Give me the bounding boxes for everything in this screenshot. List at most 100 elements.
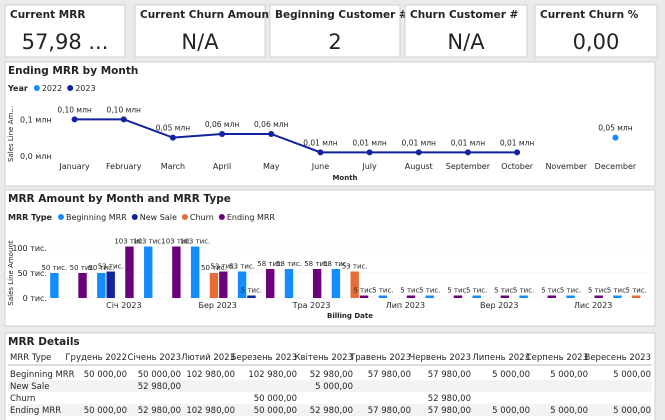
bar: [519, 295, 528, 298]
data-label: 0,10 млн: [57, 105, 92, 114]
bar: [106, 271, 115, 298]
legend-marker: [181, 214, 188, 220]
column-header: Січень 2023: [128, 353, 181, 363]
table-cell: 5 000,00: [550, 370, 588, 380]
kpi-value: 57,98 ...: [22, 30, 109, 54]
legend-label: Ending MRR: [227, 213, 276, 222]
point: [514, 149, 521, 156]
bar: [632, 295, 641, 298]
data-label: 0,01 млн: [500, 138, 535, 147]
column-header: Грудень 2022: [65, 353, 127, 363]
data-label: 0,06 млн: [205, 120, 240, 129]
data-label: 0,10 млн: [107, 105, 142, 114]
y-tick-label: 100 тис.: [12, 244, 47, 253]
y-tick-label: 0 тис.: [23, 294, 47, 303]
data-label: 103 тис.: [133, 238, 163, 246]
table-cell: 102 980,00: [186, 406, 235, 416]
data-label: 53 тис.: [210, 263, 236, 271]
data-label: 53 тис.: [98, 263, 124, 271]
bar: [312, 269, 322, 298]
data-label: 0,01 млн: [352, 138, 387, 147]
bar: [472, 295, 481, 298]
data-label: 5 тис.: [541, 287, 562, 295]
kpi-value: N/A: [447, 30, 485, 54]
legend-label: 2022: [42, 84, 62, 93]
kpi-title: Current Churn Amount: [140, 9, 274, 21]
data-label: 53 тис.: [229, 263, 255, 271]
table-title: MRR Details: [8, 336, 80, 348]
bar: [425, 295, 434, 298]
x-tick-label: Січ 2023: [106, 301, 141, 310]
legend-marker: [57, 214, 64, 220]
table-cell: 52 980,00: [138, 406, 181, 416]
data-label: 0,01 млн: [303, 138, 338, 147]
y-axis-label: Sales Line Amount: [7, 240, 15, 305]
bar: [359, 295, 369, 298]
data-label: 5 тис.: [372, 287, 393, 295]
data-label: 0,05 млн: [156, 124, 191, 133]
table-cell: 102 980,00: [186, 370, 235, 380]
kpi-card: [404, 4, 528, 58]
data-label: 5 тис.: [588, 287, 609, 295]
data-label: 5 тис.: [494, 287, 515, 295]
data-label: 5 тис.: [447, 287, 468, 295]
table-cell: 57 980,00: [428, 406, 471, 416]
kpi-card: [269, 4, 401, 58]
y-tick-label: 0,1 млн: [20, 115, 52, 124]
table-cell: 52 980,00: [310, 370, 353, 380]
bar: [331, 269, 341, 298]
x-tick-label: July: [361, 162, 377, 171]
table-cell: 5 000,00: [492, 370, 530, 380]
data-label: 58 тис.: [257, 260, 283, 268]
y-tick-label: 0,0 млн: [20, 152, 52, 161]
x-tick-label: Лис 2023: [574, 301, 613, 310]
x-tick-label: Вер 2023: [480, 301, 518, 310]
data-label: 0,01 млн: [402, 138, 437, 147]
table-cell: 50 000,00: [254, 406, 297, 416]
data-label: 0,05 млн: [598, 124, 633, 133]
legend-title: Year: [7, 84, 28, 93]
table-cell: Ending MRR: [10, 406, 61, 416]
column-header: Вересень 2023: [585, 353, 652, 363]
data-label: 5 тис.: [466, 287, 487, 295]
table-cell: Churn: [10, 394, 35, 404]
bar: [453, 295, 463, 298]
kpi-value: 2: [328, 30, 341, 54]
data-label: 0,06 млн: [254, 120, 289, 129]
x-tick-label: February: [106, 162, 142, 171]
bar: [547, 295, 556, 298]
legend-marker: [33, 85, 40, 91]
legend-marker: [131, 214, 138, 220]
point: [268, 131, 275, 137]
bar: [78, 273, 87, 298]
data-label: 5 тис.: [626, 287, 647, 295]
legend-marker: [218, 214, 225, 220]
line: [74, 118, 518, 154]
kpi-value: 0,00: [573, 30, 620, 54]
x-tick-label: May: [263, 162, 280, 171]
bar: [125, 246, 134, 298]
bar: [172, 246, 181, 298]
row-band: [8, 404, 652, 416]
x-axis-label: Billing Date: [327, 312, 373, 320]
table-cell: 50 000,00: [138, 370, 181, 380]
point: [71, 116, 78, 123]
column-header: Квітень 2023: [295, 353, 354, 363]
column-header: Липень 2023: [472, 353, 530, 363]
column-header: Березень 2023: [231, 353, 297, 363]
legend-label: Beginning MRR: [66, 213, 127, 222]
bar: [284, 269, 294, 298]
data-label: 5 тис.: [560, 287, 581, 295]
column-header: Лютий 2023: [181, 353, 235, 363]
bar: [50, 273, 59, 298]
point: [366, 149, 373, 156]
x-tick-label: April: [213, 162, 231, 171]
bar: [237, 271, 247, 298]
column-header: Серпень 2023: [526, 353, 588, 363]
x-tick-label: October: [501, 162, 534, 171]
kpi-card: [534, 4, 658, 58]
point: [120, 116, 127, 123]
legend-label: 2023: [75, 84, 95, 93]
bar: [144, 246, 153, 298]
